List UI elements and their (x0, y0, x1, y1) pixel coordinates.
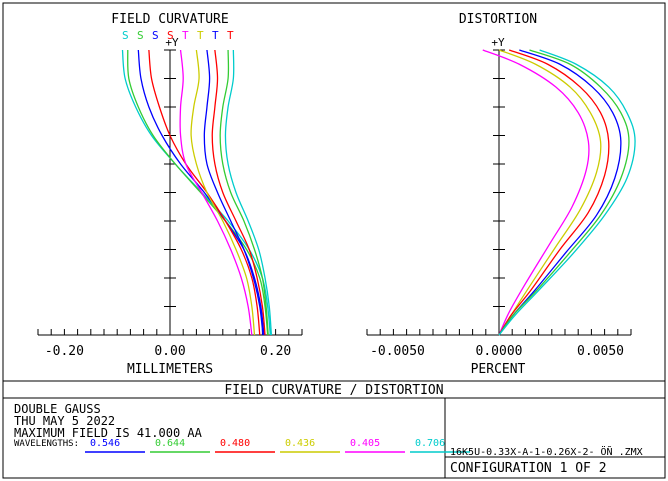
dist-x-tick-label: 0.0000 (476, 344, 523, 359)
footer-wavelengths-label: WAVELENGTHS: (14, 439, 79, 449)
dist-series-line-4 (498, 49, 630, 336)
fc-title: FIELD CURVATURE (111, 12, 228, 27)
wavelength-value: 0.706 (415, 438, 445, 449)
footer-max-field: MAXIMUM FIELD IS 41.000 AA (14, 426, 203, 440)
dist-series-line-5 (498, 49, 636, 336)
fc-x-tick-label: 0.00 (154, 344, 185, 359)
wavelength-value: 0.546 (90, 438, 120, 449)
footer-title: FIELD CURVATURE / DISTORTION (224, 383, 443, 398)
fc-legend-letter: T (182, 29, 189, 42)
dist-x-tick-label: 0.0050 (577, 344, 624, 359)
fc-legend-letter: T (227, 29, 234, 42)
fc-series-group (121, 49, 273, 336)
fc-series-line-1 (127, 49, 269, 336)
fc-axes: -0.20 0.00 0.20 (37, 49, 303, 359)
wavelength-value: 0.644 (155, 438, 185, 449)
fc-series-line-6 (203, 49, 264, 336)
wavelength-value: 0.436 (285, 438, 315, 449)
dist-title: DISTORTION (459, 12, 537, 27)
wavelength-legend: 0.546 0.644 0.480 0.436 0.405 0.706 (85, 438, 470, 453)
fc-x-tick-label: 0.20 (260, 344, 291, 359)
fc-legend-letter: T (197, 29, 204, 42)
dist-series-line-1 (498, 49, 602, 336)
fc-legend-letter: S (167, 29, 174, 42)
dist-axis-y-label: +Y (491, 36, 505, 49)
fc-legend-letter: S (152, 29, 159, 42)
fc-series-line-5 (190, 49, 256, 336)
fc-legend-letter: T (212, 29, 219, 42)
dist-series-line-2 (498, 49, 610, 336)
fc-series-line-8 (219, 49, 269, 336)
fc-legend-letter: S (137, 29, 144, 42)
footer-date: THU MAY 5 2022 (14, 414, 115, 428)
dist-x-tick-label: -0.0050 (370, 344, 425, 359)
dist-series-line-0 (482, 49, 590, 336)
dist-axes: -0.0050 0.0000 0.0050 (366, 49, 632, 359)
footer-configuration: CONFIGURATION 1 OF 2 (450, 461, 607, 476)
wavelength-value: 0.405 (350, 438, 380, 449)
dist-x-axis-label: PERCENT (471, 362, 526, 377)
dist-series-line-3 (498, 49, 622, 336)
fc-x-axis-label: MILLIMETERS (127, 362, 213, 377)
fc-x-tick-label: -0.20 (45, 344, 84, 359)
footer-filename: 16K5U-0.33X-A-1-0.26X-2- ÖÑ .ZMX (450, 445, 643, 458)
fc-axis-y-label: +Y (165, 36, 179, 49)
fc-series-line-4 (179, 49, 253, 336)
wavelength-value: 0.480 (220, 438, 250, 449)
fc-series-line-9 (224, 49, 273, 336)
dist-series-group (482, 49, 636, 336)
fc-series-line-2 (137, 49, 265, 336)
fc-legend-letter: S (122, 29, 129, 42)
fc-series-line-7 (211, 49, 266, 336)
footer-lens-name: DOUBLE GAUSS (14, 402, 101, 416)
